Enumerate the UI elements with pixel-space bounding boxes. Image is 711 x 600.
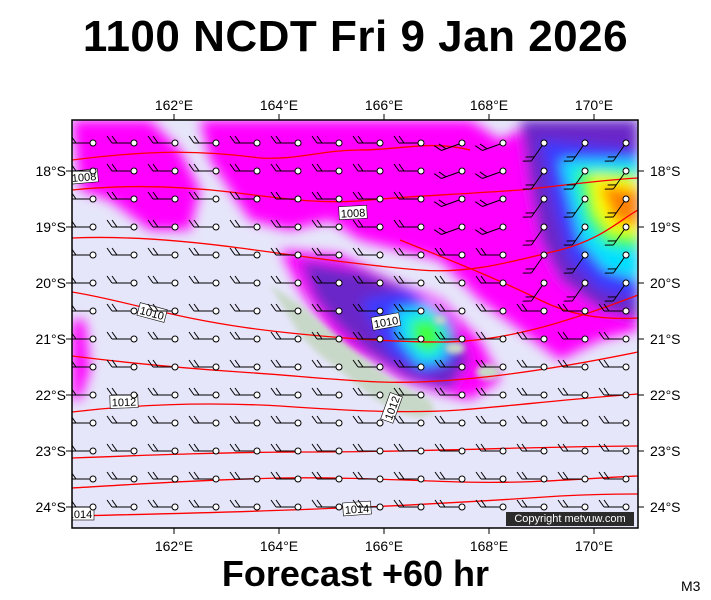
lat-label: 18°S (35, 163, 66, 179)
isobar-label: 1008 (338, 204, 368, 221)
forecast-label: Forecast +60 hr (221, 553, 490, 594)
lat-label: 21°S (650, 331, 681, 347)
isobar-label: 1010 (370, 312, 402, 331)
lon-label: 170°E (574, 538, 614, 554)
svg-text:1012: 1012 (112, 397, 137, 410)
lat-label: 22°S (35, 387, 66, 403)
isobar-label: 1014 (342, 500, 372, 517)
copyright-badge: Copyright metvuw.com (506, 512, 634, 526)
lon-label: 166°E (364, 538, 404, 554)
svg-text:1010: 1010 (373, 315, 399, 331)
map-title: 1100 NCDT Fri 9 Jan 2026 (82, 12, 629, 61)
lon-label: 168°E (469, 538, 509, 554)
lon-label: 164°E (259, 97, 299, 113)
lon-label: 170°E (574, 97, 614, 113)
lat-label: 20°S (650, 275, 681, 291)
lon-label: 162°E (154, 97, 194, 113)
isobar-label: 1012 (109, 394, 139, 410)
lat-label: 19°S (650, 219, 681, 235)
svg-text:1008: 1008 (71, 171, 96, 185)
precipitation-layer (72, 120, 638, 400)
map-frame (71, 119, 639, 529)
lon-label: 166°E (364, 97, 404, 113)
lon-label: 168°E (469, 97, 509, 113)
lon-label: 164°E (259, 538, 299, 554)
model-tag: M3 (681, 578, 701, 594)
lat-label: 22°S (650, 387, 681, 403)
lat-label: 19°S (35, 219, 66, 235)
lat-label: 20°S (35, 275, 66, 291)
lon-label: 162°E (154, 538, 194, 554)
lat-label: 24°S (35, 499, 66, 515)
isobar-label: 1014 (68, 506, 95, 521)
svg-text:1008: 1008 (341, 207, 366, 220)
svg-text:1014: 1014 (68, 509, 92, 521)
lat-label: 18°S (650, 163, 681, 179)
lat-label: 21°S (35, 331, 66, 347)
lat-label: 23°S (650, 443, 681, 459)
lat-label: 24°S (650, 499, 681, 515)
isobar-label: 1012 (380, 392, 403, 424)
lat-label: 23°S (35, 443, 66, 459)
ticks (66, 114, 644, 534)
isobar-labels: 1008 1008 1010 1010 1012 1012 1014 1014 (68, 168, 403, 521)
